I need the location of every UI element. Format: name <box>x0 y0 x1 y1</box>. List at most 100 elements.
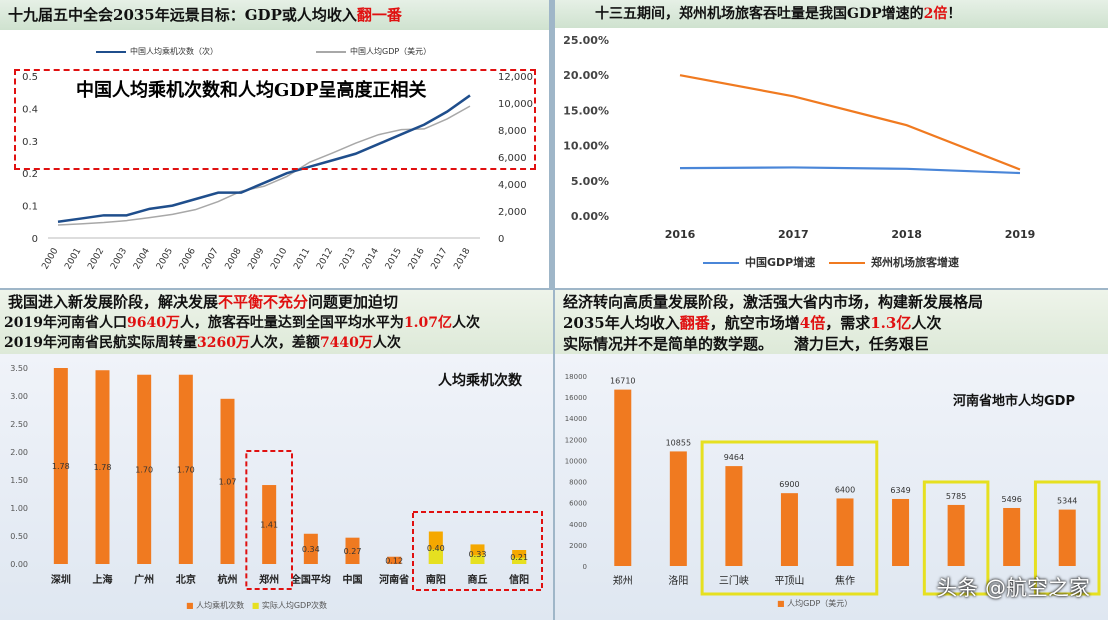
x-tick-label: 2011 <box>292 247 312 272</box>
y-tick-label: 0.00% <box>571 210 609 223</box>
legend-airport: 郑州机场旅客增速 <box>829 254 959 270</box>
bar <box>387 556 402 564</box>
value-label: 16710 <box>610 377 635 386</box>
para-line-2: 2019年河南省人口9640万人，旅客吞吐量达到全国平均水平为1.07亿人次 <box>4 315 481 331</box>
value-label: 1.70 <box>135 465 153 474</box>
bar <box>345 537 360 564</box>
bar <box>53 368 68 564</box>
legend-series1: 中国人均乘机次数（次） <box>96 46 218 57</box>
highlight-box-single-1 <box>922 480 990 596</box>
para-line-3: 2019年河南省民航实际周转量3260万人次，差额7440万人次 <box>4 335 401 351</box>
x-tick-label: 2006 <box>178 246 198 271</box>
title-end: ！ <box>947 6 962 22</box>
y2-tick-label: 8,000 <box>498 126 527 137</box>
highlight-box-group <box>700 440 879 596</box>
bar <box>669 451 687 566</box>
value-label: 5496 <box>1001 495 1021 504</box>
bar <box>725 466 743 566</box>
y-tick-label: 14000 <box>565 415 587 423</box>
highlight-box-single-2 <box>1033 480 1101 596</box>
y-tick-label: 2000 <box>569 542 587 550</box>
series-line-gdp <box>57 105 471 226</box>
category-label: 三门峡 <box>719 574 749 587</box>
x-tick-label: 2014 <box>361 246 381 271</box>
value-label: 0.27 <box>344 547 362 556</box>
x-tick-label: 2003 <box>109 247 129 272</box>
y-tick-label: 2.50 <box>10 420 28 429</box>
para-line-3: 实际情况并不是简单的数学题。 潜力巨大，任务艰巨 <box>563 335 929 353</box>
x-tick-label: 2010 <box>269 246 289 271</box>
value-label: 0.34 <box>302 545 320 554</box>
value-label: 10855 <box>666 438 691 447</box>
y-tick-label: 0.5 <box>22 72 38 83</box>
chart-bl: 0.00 0.50 1.00 1.50 2.00 2.50 3.00 3.50 1.78 深圳 1.… <box>10 364 543 591</box>
annotation-text: 中国人均乘机次数和人均GDP呈高度正相关 <box>76 80 427 101</box>
x-tick-label: 2004 <box>132 246 152 271</box>
watermark: 头条 @航空之家 <box>936 576 1090 600</box>
highlight-box-zhengzhou <box>245 450 293 590</box>
category-label: 平顶山 <box>774 575 804 587</box>
chart-br: 0 2000 4000 6000 8000 10000 12000 14000 16000 180… <box>565 373 1101 596</box>
para-line-1: 我国进入新发展阶段，解决发展不平衡不充分问题更加迫切 <box>8 293 399 311</box>
bar <box>614 389 632 566</box>
x-tick-label: 2005 <box>155 247 175 272</box>
annotation-box <box>14 69 536 170</box>
x-tick-label: 2002 <box>86 247 106 272</box>
y2-tick-label: 0 <box>498 234 504 245</box>
panel-top-left: 十九届五中全会2035年远景目标：GDP或人均收入翻一番 0 0.1 0.2 0.3 0… <box>0 0 549 288</box>
y-tick-label: 0.4 <box>22 104 38 115</box>
title-main: 十九届五中全会2035年远景目标：GDP或人均收入 <box>8 6 357 24</box>
value-label: 5344 <box>1057 497 1077 506</box>
bar <box>1003 507 1021 566</box>
text-band-bottom-left <box>0 290 553 354</box>
highlight-box-cities <box>412 511 543 591</box>
legend-series2: 中国人均GDP（美元） <box>316 46 431 57</box>
series-line-flights <box>57 94 471 224</box>
x-tick-label: 2001 <box>63 247 83 272</box>
category-label: 河南省 <box>379 573 409 586</box>
x-tick-label: 2013 <box>338 247 358 272</box>
chart-tl: 0 0.1 0.2 0.3 0.4 0.5 0 2,000 4,000 6,000 8,000 10,… <box>22 72 533 272</box>
series-line-gdp-growth <box>679 166 1021 175</box>
y-tick-label: 6000 <box>569 500 587 508</box>
y2-tick-label: 2,000 <box>498 207 527 218</box>
bar <box>220 398 235 564</box>
y-tick-label: 0 <box>32 234 38 245</box>
value-label: 9464 <box>724 453 744 462</box>
x-tick-label: 2000 <box>40 246 60 271</box>
y-tick-label: 0 <box>583 563 587 571</box>
value-label: 1.41 <box>260 521 278 530</box>
bar <box>303 533 318 564</box>
category-label: 上海 <box>93 573 113 586</box>
bar <box>178 374 193 564</box>
category-label: 深圳 <box>51 573 71 586</box>
title-band-top-right: 十三五期间，郑州机场旅客吞吐量是我国GDP增速的2倍！ <box>555 0 1108 28</box>
y-tick-label: 1.00 <box>10 504 28 513</box>
category-label: 郑州 <box>259 573 279 586</box>
panel-bottom-left: 我国进入新发展阶段，解决发展不平衡不充分问题更加迫切 2019年河南省人口964… <box>0 290 553 620</box>
bar <box>892 498 910 566</box>
y-tick-label: 3.50 <box>10 364 28 373</box>
y-tick-label: 16000 <box>565 394 587 402</box>
y2-tick-label: 12,000 <box>498 72 533 83</box>
category-label: 南阳 <box>426 573 446 586</box>
x-tick-label: 2016 <box>407 246 427 271</box>
legend-br: ■ 人均GDP（美元） <box>777 599 853 608</box>
y2-tick-label: 4,000 <box>498 180 527 191</box>
value-label: 5785 <box>946 492 966 501</box>
x-tick-label: 2019 <box>1005 228 1036 241</box>
value-label: 0.12 <box>385 556 403 565</box>
category-label: 焦作 <box>835 574 855 587</box>
y-tick-label: 4000 <box>569 521 587 529</box>
text-band-bottom-right <box>555 290 1108 354</box>
category-label: 中国 <box>343 573 363 586</box>
x-tick-label: 2015 <box>384 247 404 272</box>
category-label: 杭州 <box>218 573 238 586</box>
x-tick-label: 2017 <box>430 247 450 272</box>
category-label: 郑州 <box>613 574 633 587</box>
panel-top-right: 十三五期间，郑州机场旅客吞吐量是我国GDP增速的2倍！ 0.00% 5.00% 10… <box>555 0 1108 288</box>
value-label: 6400 <box>835 485 855 494</box>
para-line-1: 经济转向高质量发展阶段，激活强大省内市场，构建新发展格局 <box>563 293 984 311</box>
category-label: 商丘 <box>468 573 488 586</box>
y-tick-label: 0.3 <box>22 137 38 148</box>
